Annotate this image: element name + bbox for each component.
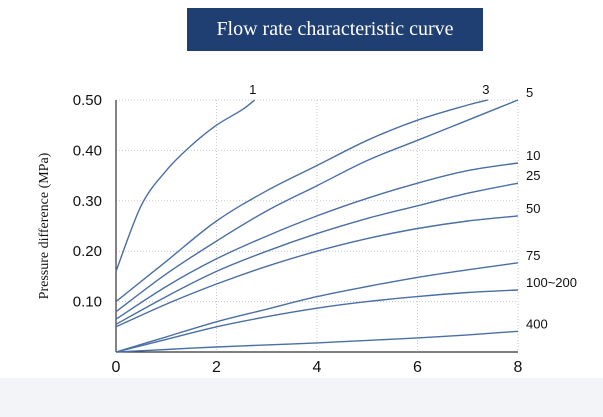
series-label: 25 <box>526 168 540 183</box>
series-line-75 <box>115 262 519 353</box>
x-tick-label: 0 <box>112 359 121 376</box>
series-label: 75 <box>526 248 540 263</box>
y-tick-label: 0.40 <box>73 142 102 159</box>
series-line-100-200 <box>115 289 519 353</box>
series-line-10 <box>115 162 519 320</box>
grid <box>116 99 519 352</box>
y-tick-label: 0.30 <box>73 193 102 210</box>
footer-band <box>0 378 603 417</box>
series-label: 50 <box>526 201 540 216</box>
series-line-50 <box>115 215 519 328</box>
series-label: 10 <box>526 148 540 163</box>
tick-labels: 0.10 0.20 0.30 0.40 0.50 0 2 4 6 8 <box>73 92 523 376</box>
y-tick-label: 0.50 <box>73 92 102 109</box>
flow-rate-chart: 0.10 0.20 0.30 0.40 0.50 0 2 4 6 8 1 3 5 10 25 50 75 100… <box>37 82 577 376</box>
series-line-25 <box>115 182 519 325</box>
series-line-1 <box>115 99 256 272</box>
y-axis-label: Pressure difference (MPa) <box>37 152 52 299</box>
x-tick-label: 6 <box>413 359 422 376</box>
x-tick-label: 4 <box>313 359 322 376</box>
series-line-5 <box>115 99 519 313</box>
series-line-3 <box>115 99 489 303</box>
series-label: 1 <box>249 82 256 97</box>
y-tick-label: 0.20 <box>73 243 102 260</box>
series-label: 5 <box>526 85 533 100</box>
axes <box>115 100 518 353</box>
curves <box>115 99 519 353</box>
series-line-400 <box>115 330 519 353</box>
chart-title: Flow rate characteristic curve <box>187 8 483 51</box>
x-tick-label: 2 <box>212 359 221 376</box>
series-label: 3 <box>482 82 489 97</box>
series-label: 400 <box>526 316 548 331</box>
y-tick-label: 0.10 <box>73 294 102 311</box>
x-tick-label: 8 <box>514 359 523 376</box>
series-label: 100~200 <box>526 275 577 290</box>
curve-labels: 1 3 5 10 25 50 75 100~200 400 <box>249 82 577 331</box>
